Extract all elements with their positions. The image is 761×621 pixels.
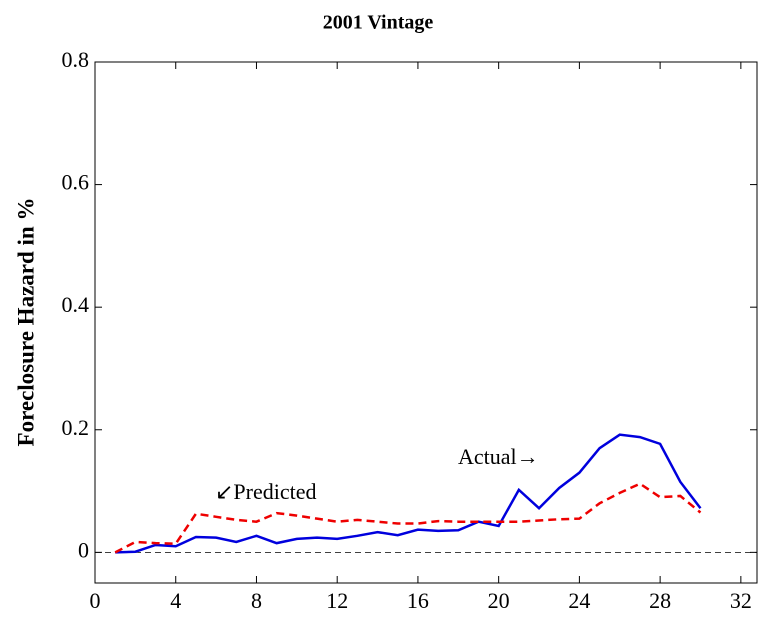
x-tick-label: 16 bbox=[407, 588, 429, 613]
annotation: Actual→ bbox=[458, 444, 539, 469]
y-axis-label: Foreclosure Hazard in % bbox=[13, 198, 38, 447]
x-tick-label: 4 bbox=[170, 588, 181, 613]
annotation: ↙Predicted bbox=[215, 479, 317, 504]
y-tick-label: 0.8 bbox=[62, 47, 90, 72]
x-tick-label: 24 bbox=[568, 588, 590, 613]
y-tick-label: 0 bbox=[78, 537, 89, 562]
y-tick-label: 0.2 bbox=[62, 415, 90, 440]
chart-title: 2001 Vintage bbox=[323, 12, 434, 34]
x-tick-label: 12 bbox=[326, 588, 348, 613]
y-tick-label: 0.6 bbox=[62, 170, 90, 195]
plot-frame bbox=[94, 61, 758, 584]
x-tick-label: 8 bbox=[251, 588, 262, 613]
x-tick-label: 0 bbox=[90, 588, 101, 613]
x-tick-label: 32 bbox=[730, 588, 752, 613]
y-tick-label: 0.4 bbox=[62, 292, 90, 317]
x-tick-label: 20 bbox=[488, 588, 510, 613]
x-tick-label: 28 bbox=[649, 588, 671, 613]
data-line bbox=[114, 482, 702, 554]
data-line bbox=[115, 433, 702, 554]
